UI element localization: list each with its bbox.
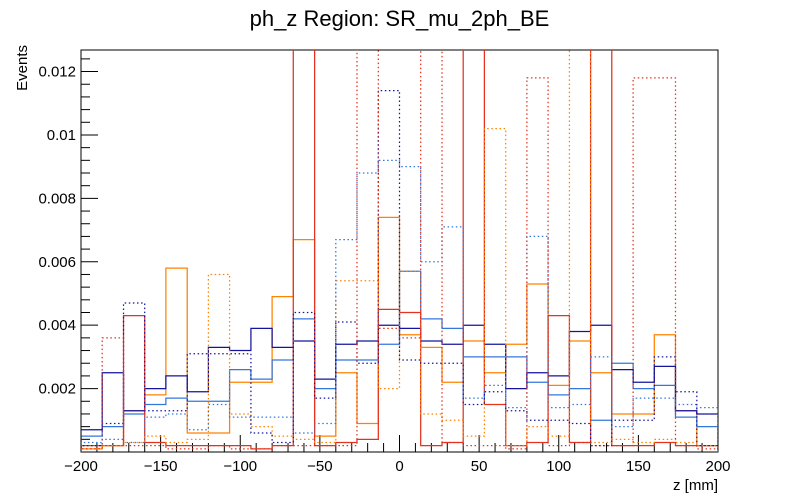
y-tick-label: 0.01 — [47, 127, 76, 144]
y-tick-label: 0.002 — [38, 381, 76, 398]
series-path-solid_blue — [81, 270, 718, 452]
x-axis-title: z [mm] — [673, 477, 718, 494]
series-path-solid_red — [81, 50, 718, 452]
series-path-dotted_orange — [81, 50, 718, 452]
series-path-dotted_red — [81, 50, 718, 452]
chart-title: ph_z Region: SR_mu_2ph_BE — [250, 6, 550, 31]
y-tick-label: 0.004 — [38, 317, 76, 334]
y-tick-label: 0.012 — [38, 64, 76, 81]
x-tick-label: 100 — [546, 458, 571, 475]
y-axis-title: Events — [14, 45, 31, 91]
x-tick-label: 150 — [626, 458, 651, 475]
x-tick-label: 0 — [395, 458, 403, 475]
axis-ticks — [80, 58, 719, 452]
x-tick-label: −50 — [307, 458, 332, 475]
axis-tick-labels: −200 −150 −100 −50 0 50 100 150 200 0.002 0.004 0.0… — [38, 64, 730, 475]
y-tick-label: 0.006 — [38, 254, 76, 271]
x-tick-label: −100 — [223, 458, 257, 475]
x-tick-label: −200 — [64, 458, 98, 475]
y-tick-label: 0.008 — [38, 190, 76, 207]
x-tick-label: 50 — [471, 458, 488, 475]
histogram-series — [81, 50, 718, 452]
x-tick-label: −150 — [144, 458, 178, 475]
x-tick-label: 200 — [705, 458, 730, 475]
series-path-dotted_navy — [81, 89, 718, 452]
